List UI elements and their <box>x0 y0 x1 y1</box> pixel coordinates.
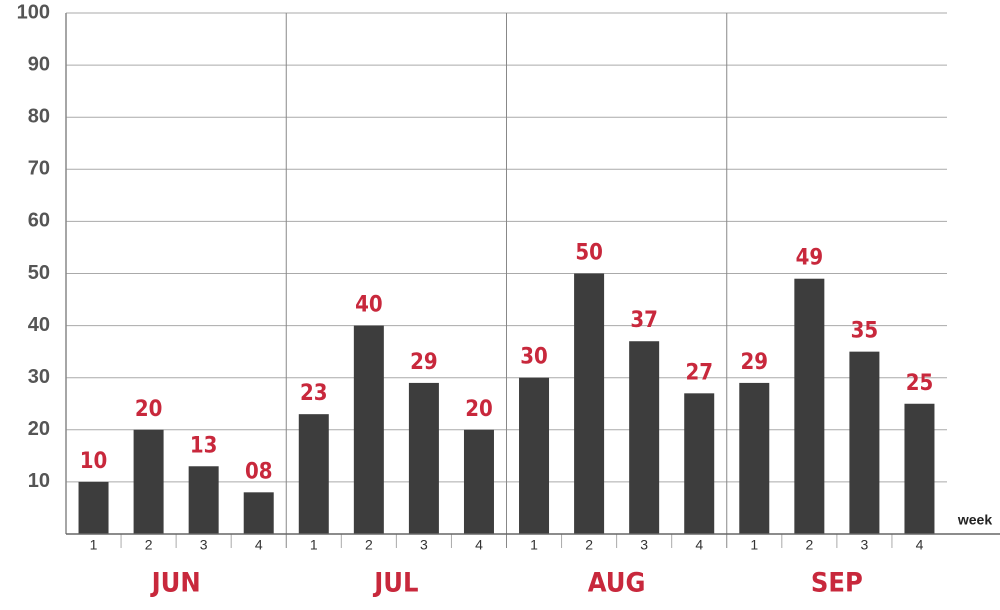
x-tick-label: 4 <box>475 537 483 553</box>
value-label: 20 <box>465 397 493 422</box>
bar <box>408 382 439 534</box>
y-tick-label: 30 <box>28 366 50 388</box>
x-tick-label: 3 <box>420 537 428 553</box>
x-tick-label: 4 <box>695 537 703 553</box>
y-tick-label: 60 <box>28 210 50 232</box>
x-tick-label: 1 <box>310 537 318 553</box>
bar <box>188 466 219 534</box>
value-label: 49 <box>796 246 824 271</box>
value-label: 35 <box>851 319 879 344</box>
value-label: 27 <box>685 360 713 385</box>
value-label: 13 <box>190 433 218 458</box>
month-label: SEP <box>811 568 863 599</box>
value-label: 20 <box>135 397 163 422</box>
bar <box>353 325 384 534</box>
x-tick-label: 3 <box>861 537 869 553</box>
value-label: 08 <box>245 459 273 484</box>
y-tick-label: 20 <box>28 418 50 440</box>
month-label: AUG <box>588 568 646 599</box>
x-tick-label: 1 <box>530 537 538 553</box>
x-tick-label: 4 <box>916 537 924 553</box>
y-tick-label: 100 <box>17 1 50 23</box>
x-axis-label: week <box>957 512 992 528</box>
value-label: 50 <box>575 241 603 266</box>
x-tick-label: 3 <box>640 537 648 553</box>
x-tick-label: 3 <box>200 537 208 553</box>
bar <box>739 382 770 534</box>
bar <box>849 351 880 534</box>
month-label: JUN <box>150 568 201 599</box>
bar <box>684 393 715 534</box>
bar <box>243 492 274 534</box>
x-tick-label: 4 <box>255 537 263 553</box>
x-tick-label: 2 <box>805 537 813 553</box>
bar <box>133 429 164 534</box>
value-label: 29 <box>741 350 769 375</box>
x-tick-label: 1 <box>90 537 98 553</box>
y-tick-label: 80 <box>28 105 50 127</box>
bar <box>519 377 550 534</box>
y-tick-label: 50 <box>28 262 50 284</box>
bar <box>794 278 825 534</box>
value-label: 30 <box>520 345 548 370</box>
y-tick-label: 70 <box>28 158 50 180</box>
value-label: 29 <box>410 350 438 375</box>
bar <box>78 481 109 534</box>
x-tick-label: 2 <box>365 537 373 553</box>
x-tick-label: 2 <box>585 537 593 553</box>
bar <box>298 414 329 534</box>
bar <box>904 403 935 534</box>
y-tick-label: 40 <box>28 314 50 336</box>
value-label: 25 <box>906 371 934 396</box>
bar <box>574 273 605 534</box>
bar <box>463 429 494 534</box>
value-label: 37 <box>630 308 658 333</box>
month-label: JUL <box>372 568 418 599</box>
bar <box>629 341 660 534</box>
value-label: 10 <box>80 449 108 474</box>
x-tick-label: 1 <box>750 537 758 553</box>
x-tick-label: 2 <box>145 537 153 553</box>
y-tick-label: 10 <box>28 470 50 492</box>
value-label: 23 <box>300 381 328 406</box>
value-label: 40 <box>355 293 383 318</box>
y-tick-label: 90 <box>28 53 50 75</box>
